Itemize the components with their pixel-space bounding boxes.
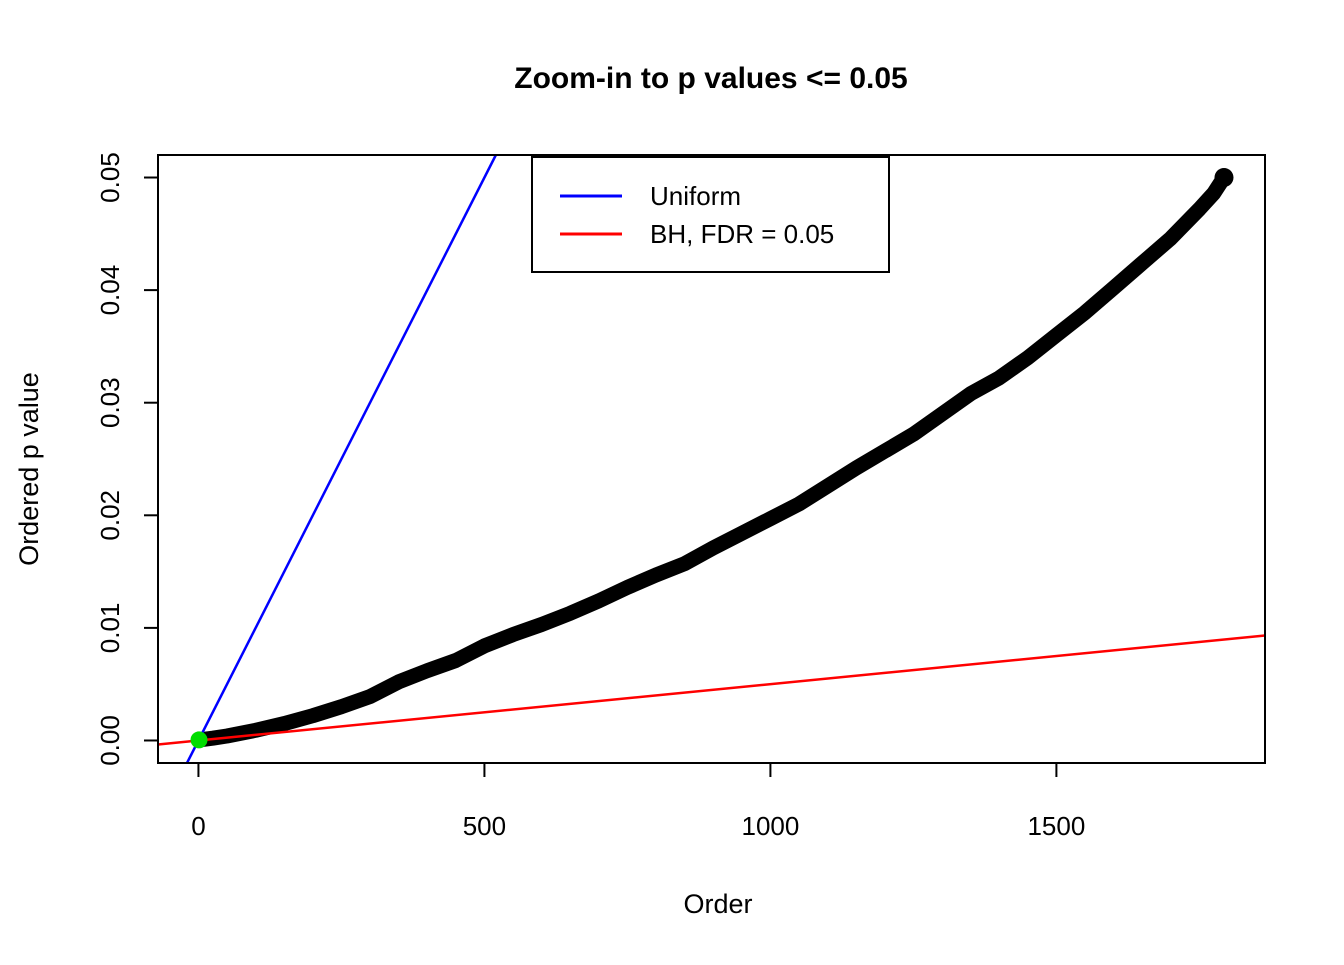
- curve-end-point: [1214, 168, 1234, 188]
- y-tick-label: 0.02: [95, 490, 125, 541]
- min-p-value-point: [190, 731, 208, 749]
- y-axis-label: Ordered p value: [14, 372, 44, 566]
- x-tick-label: 500: [463, 811, 506, 841]
- sorted-p-values-curve: [191, 170, 1232, 748]
- y-tick-label: 0.05: [95, 152, 125, 203]
- plot-border-box: [157, 154, 1266, 764]
- y-axis-ticks: 0.00 0.01 0.02 0.03 0.04 0.05: [95, 152, 158, 766]
- bh-line: [157, 634, 1266, 746]
- data-series: [157, 154, 1266, 764]
- x-tick-label: 1000: [741, 811, 799, 841]
- x-tick-label: 0: [191, 811, 205, 841]
- legend-box: [531, 156, 890, 273]
- legend: Uniform BH, FDR = 0.05: [531, 156, 890, 273]
- y-tick-label: 0.03: [95, 377, 125, 428]
- x-axis-label: Order: [683, 889, 752, 919]
- x-tick-label: 1500: [1027, 811, 1085, 841]
- y-tick-label: 0.01: [95, 603, 125, 654]
- y-tick-label: 0.04: [95, 265, 125, 316]
- chart-title: Zoom-in to p values <= 0.05: [514, 62, 907, 95]
- uniform-line: [185, 154, 497, 764]
- y-tick-label: 0.00: [95, 715, 125, 766]
- legend-label-uniform: Uniform: [650, 181, 741, 211]
- x-axis-ticks: 0 500 1000 1500: [191, 763, 1085, 841]
- legend-label-bh: BH, FDR = 0.05: [650, 219, 834, 249]
